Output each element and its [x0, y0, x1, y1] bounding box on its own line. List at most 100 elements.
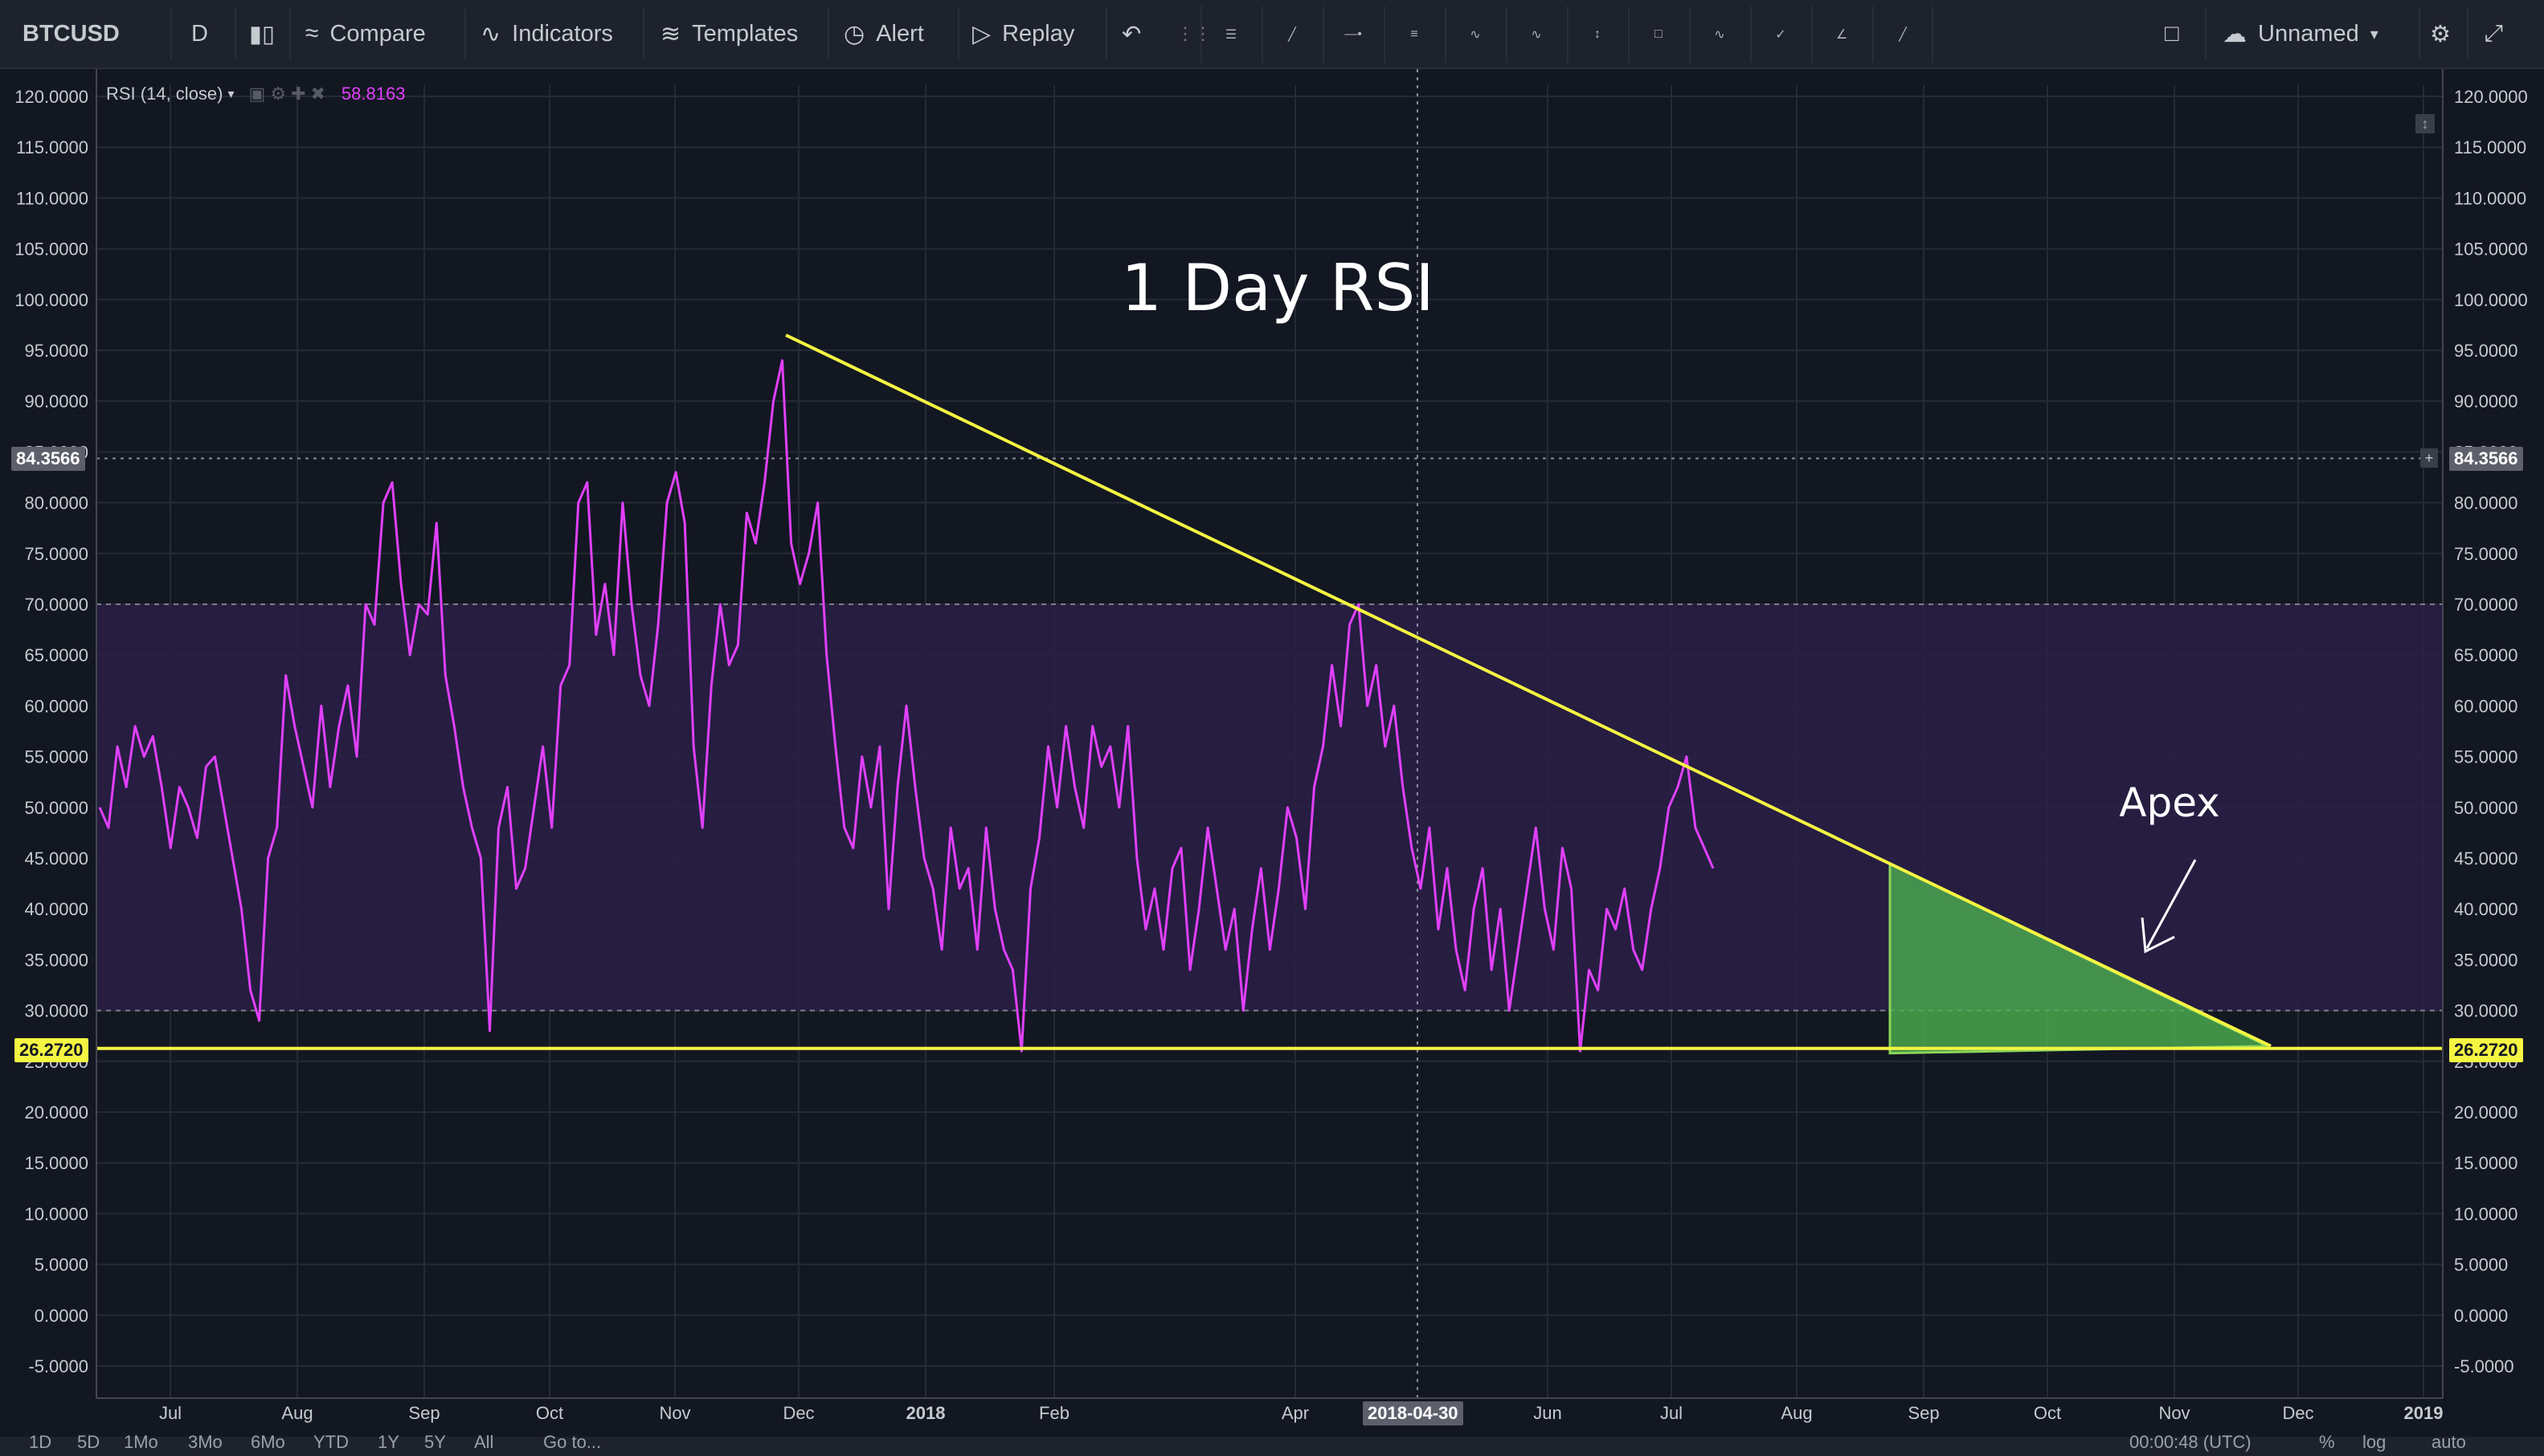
y-tick-label: 15.0000: [2454, 1153, 2518, 1173]
y-tick-label: 10.0000: [2454, 1204, 2518, 1224]
y-tick-label: 55.0000: [2454, 747, 2518, 767]
fullscreen-button[interactable]: ⤢: [2485, 0, 2503, 67]
y-tick-label: 75.0000: [2454, 544, 2518, 564]
brush-tool[interactable]: ✓: [1750, 6, 1810, 63]
compare-label: Compare: [329, 20, 426, 47]
x-tick-label: Sep: [408, 1403, 440, 1423]
y-tick-label: 5.0000: [35, 1255, 88, 1275]
range-1y[interactable]: 1Y: [378, 1432, 399, 1452]
horizontal-lines-tool[interactable]: ☰: [1200, 6, 1260, 63]
lines-icon: ☰: [1225, 28, 1237, 42]
descending-trendline[interactable]: [785, 333, 2272, 1048]
range-all[interactable]: All: [474, 1432, 494, 1452]
y-tick-label: 20.0000: [2454, 1102, 2518, 1123]
undo-icon: ↶: [1122, 21, 1142, 47]
y-tick-label: 5.0000: [2454, 1255, 2508, 1275]
x-axis[interactable]: Jul Aug Sep Oct Nov Dec 2018 Feb Apr Jun Jul Aug Sep…: [159, 1403, 2444, 1423]
replay-button[interactable]: ▷ Replay: [972, 0, 1074, 67]
square-icon: □: [2165, 20, 2179, 47]
y-tick-label: 35.0000: [24, 950, 88, 970]
range-5d[interactable]: 5D: [77, 1432, 100, 1452]
x-tick-label: Apr: [1282, 1403, 1309, 1423]
y-axis-left[interactable]: 120.0000 115.0000 110.0000 105.0000 100.0000…: [14, 87, 88, 1376]
legend-controls-icon[interactable]: ▣⚙✚✖: [248, 84, 330, 104]
abcd-icon: ∿: [1714, 28, 1725, 42]
pattern-icon: ∿: [1470, 28, 1481, 42]
trendline-tool[interactable]: ╱: [1262, 6, 1321, 63]
indicator-legend[interactable]: RSI (14, close) ▾ ▣⚙✚✖ 58.8163: [106, 84, 405, 104]
bottom-bar: 1D 5D 1Mo 3Mo 6Mo YTD 1Y 5Y All Go to...…: [0, 1432, 2544, 1456]
range-6mo[interactable]: 6Mo: [251, 1432, 285, 1452]
y-tick-label: 40.0000: [2454, 899, 2518, 919]
indicator-value: 58.8163: [341, 84, 406, 104]
goto-button[interactable]: Go to...: [543, 1432, 602, 1452]
chevron-down-icon: ▾: [2370, 25, 2378, 43]
y-tick-label: 45.0000: [2454, 849, 2518, 869]
chevron-down-icon[interactable]: ▾: [227, 88, 235, 101]
measure-tool[interactable]: ↕: [1567, 6, 1626, 63]
fullscreen-square-button[interactable]: □: [2165, 0, 2179, 67]
percent-toggle[interactable]: %: [2319, 1432, 2335, 1452]
apex-arrowhead: [2141, 917, 2175, 954]
y-tick-label: 30.0000: [2454, 1001, 2518, 1021]
add-plus-icon[interactable]: +: [2420, 448, 2438, 468]
x-tick-label: Jul: [159, 1403, 182, 1423]
indicators-button[interactable]: ∿ Indicators: [481, 0, 613, 67]
divider: [170, 8, 172, 59]
range-ytd[interactable]: YTD: [313, 1432, 349, 1452]
angle-tool[interactable]: ∠: [1811, 6, 1871, 63]
templates-button[interactable]: ≋ Templates: [661, 0, 798, 67]
support-price-tag-right: 26.2720: [2449, 1038, 2523, 1062]
range-1d[interactable]: 1D: [29, 1432, 52, 1452]
y-tick-label: 65.0000: [2454, 645, 2518, 665]
indicator-name: RSI (14, close): [106, 84, 223, 104]
settings-button[interactable]: ⚙: [2430, 0, 2451, 67]
top-toolbar: BTCUSD D ▮▯ ≈ Compare ∿ Indicators ≋ Templa…: [0, 0, 2544, 69]
y-tick-label: 15.0000: [24, 1153, 88, 1173]
compare-button[interactable]: ≈ Compare: [305, 0, 426, 67]
divider: [2467, 8, 2468, 59]
y-tick-label: 65.0000: [24, 645, 88, 665]
horizontal-ray-tool[interactable]: —•: [1323, 6, 1382, 63]
range-3mo[interactable]: 3Mo: [188, 1432, 223, 1452]
range-5y[interactable]: 5Y: [424, 1432, 446, 1452]
x-tick-label: Jul: [1660, 1403, 1683, 1423]
elliott-tool[interactable]: ∿: [1506, 6, 1565, 63]
y-tick-label: 120.0000: [2454, 87, 2528, 107]
x-tick-label: Nov: [2158, 1403, 2190, 1423]
divider: [289, 8, 291, 59]
auto-toggle[interactable]: auto: [2432, 1432, 2466, 1452]
interval-button[interactable]: D: [191, 0, 208, 67]
drag-handle-icon[interactable]: ⋮⋮: [1176, 23, 1212, 43]
symbol-label: BTCUSD: [22, 20, 120, 47]
apex-arrow[interactable]: [2145, 859, 2197, 949]
x-tick-label: Oct: [2034, 1403, 2061, 1423]
undo-button[interactable]: ↶: [1122, 0, 1141, 67]
y-tick-label: 95.0000: [2454, 341, 2518, 361]
rectangle-tool[interactable]: □: [1628, 6, 1687, 63]
support-price-tag-left: 26.2720: [14, 1038, 88, 1062]
apex-annotation[interactable]: Apex: [2119, 779, 2219, 826]
divider: [958, 8, 959, 59]
trendline-icon: ╱: [1288, 28, 1296, 42]
chart-style-button[interactable]: ▮▯: [249, 0, 275, 67]
alert-button[interactable]: ◷ Alert: [844, 0, 924, 67]
alarm-clock-icon: ◷: [844, 20, 865, 47]
divider: [643, 8, 644, 59]
pattern-tool[interactable]: ∿: [1445, 6, 1504, 63]
crosshair-price-tag-left: 84.3566: [11, 447, 85, 471]
y-tick-label: 90.0000: [24, 391, 88, 411]
layout-menu[interactable]: ☁ Unnamed ▾: [2223, 0, 2378, 67]
log-toggle[interactable]: log: [2362, 1432, 2387, 1452]
path-tool[interactable]: ╱: [1872, 6, 1933, 63]
range-1mo[interactable]: 1Mo: [124, 1432, 158, 1452]
y-axis-right[interactable]: 120.0000 115.0000 110.0000 105.0000 100.0000…: [2454, 87, 2528, 1376]
x-tick-label: Jun: [1533, 1403, 1561, 1423]
scale-toggle-icon[interactable]: ↕: [2415, 114, 2435, 133]
pitchfork-tool[interactable]: ≡: [1384, 6, 1443, 63]
divider: [2419, 8, 2420, 59]
symbol-search[interactable]: BTCUSD: [22, 0, 120, 67]
abcd-tool[interactable]: ∿: [1689, 6, 1748, 63]
rsi-chart[interactable]: 120.0000 115.0000 110.0000 105.0000 100.0000…: [0, 69, 2544, 1435]
y-tick-label: 110.0000: [16, 188, 88, 208]
